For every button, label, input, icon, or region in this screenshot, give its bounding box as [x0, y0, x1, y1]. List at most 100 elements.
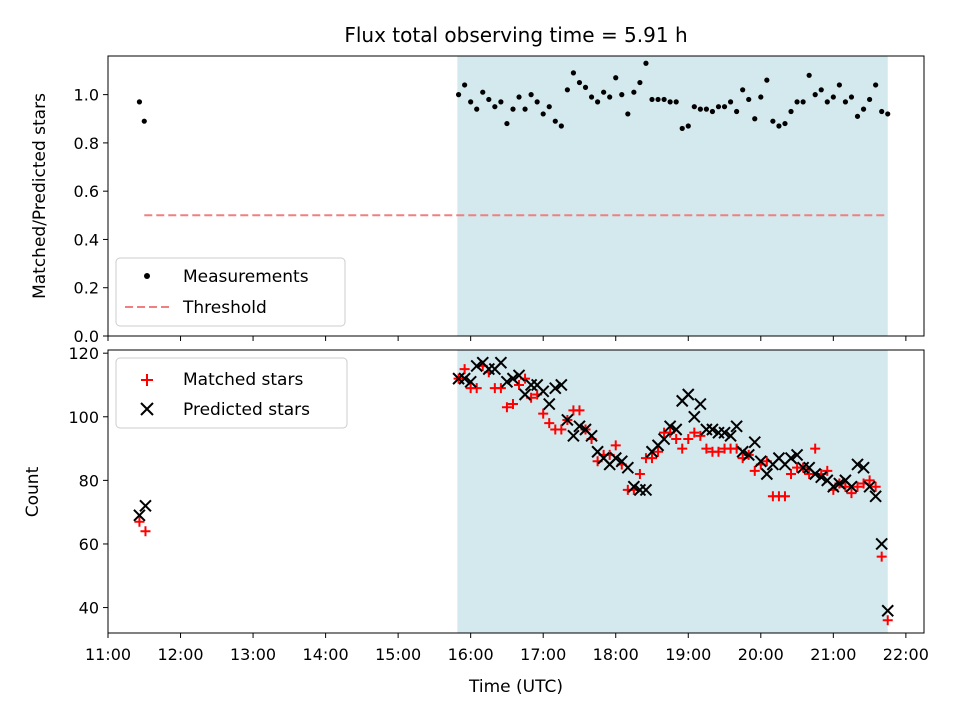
matched-star-point	[495, 383, 506, 394]
measurement-point	[558, 123, 564, 129]
matched-star-point	[749, 465, 760, 476]
bottom-y-tick-label: 60	[79, 535, 99, 554]
measurement-point	[848, 94, 855, 100]
matched-star-point	[459, 364, 470, 375]
measurement-point	[455, 92, 462, 98]
predicted-star-point	[133, 509, 146, 522]
bottom-y-tick-label: 100	[68, 408, 99, 427]
top-y-axis-label: Matched/Predicted stars	[30, 93, 50, 299]
measurement-point	[552, 118, 558, 124]
top-axes-frame	[107, 55, 925, 337]
measurement-point	[625, 111, 631, 117]
measurement-point	[468, 99, 474, 105]
predicted-star-point	[549, 381, 562, 395]
legend-matched-marker	[141, 374, 153, 386]
matched-star-point	[514, 379, 525, 390]
predicted-star-point	[736, 445, 749, 458]
top-panel: 0.0 0.2 0.4 0.6 0.8 1.0 Matched/Predicted sta…	[30, 55, 925, 346]
measurement-point	[824, 99, 830, 105]
legend-predicted-marker	[140, 402, 154, 416]
measurement-point	[601, 89, 607, 95]
x-tick-label: 14:00	[303, 645, 349, 664]
measurement-point	[613, 75, 619, 81]
measurement-point	[619, 92, 625, 98]
predicted-star-point	[585, 429, 598, 443]
measurement-point	[830, 94, 836, 100]
measurement-point	[697, 106, 703, 112]
measurement-point	[540, 111, 546, 117]
measurement-point	[141, 118, 147, 124]
measurement-point	[595, 99, 601, 105]
measurement-point	[776, 123, 782, 129]
predicted-star-point	[663, 420, 677, 433]
predicted-star-point	[742, 448, 755, 462]
bottom-x-ticks: 11:00 12:00 13:00 14:00 15:00 16:00 17:00 18:00…	[85, 633, 929, 664]
matched-star-point	[786, 469, 797, 480]
measurement-point	[685, 123, 691, 129]
predicted-star-point	[458, 372, 471, 385]
matched-star-point	[864, 475, 875, 486]
x-tick-label: 11:00	[85, 645, 131, 664]
predicted-star-point	[506, 372, 520, 385]
measurement-point	[564, 87, 570, 93]
measurement-point	[709, 108, 716, 115]
matched-star-point	[544, 418, 555, 429]
predicted-star-point	[748, 436, 761, 449]
matched-star-point	[134, 516, 145, 527]
matched-star-point	[634, 469, 645, 480]
bottom-y-ticks: 40 60 80 100 120	[68, 344, 108, 618]
measurement-point	[715, 104, 722, 110]
matched-star-point	[140, 526, 151, 537]
matched-star-point	[870, 481, 881, 492]
bottom-y-tick-label: 120	[68, 344, 99, 363]
x-tick-label: 17:00	[520, 645, 566, 664]
predicted-star-point	[688, 410, 701, 423]
predicted-star-point	[669, 423, 683, 436]
predicted-star-point	[627, 480, 641, 493]
measurement-point	[607, 94, 613, 100]
chart-title: Flux total observing time = 5.91 h	[344, 23, 687, 47]
predicted-star-point	[760, 467, 774, 481]
predicted-star-point	[827, 480, 840, 493]
measurement-point	[679, 125, 685, 132]
predicted-star-point	[639, 483, 653, 497]
predicted-star-point	[815, 470, 828, 484]
measurement-point	[727, 99, 734, 105]
matched-star-point	[689, 427, 700, 438]
matched-star-point	[507, 399, 518, 410]
x-tick-label: 19:00	[665, 645, 711, 664]
top-y-tick-label: 0.0	[74, 327, 99, 346]
measurement-point	[582, 84, 589, 90]
top-x-ticks	[107, 336, 907, 341]
measurement-point	[546, 104, 552, 110]
measurement-point	[782, 120, 788, 127]
predicted-star-point	[869, 490, 882, 503]
predicted-star-point	[863, 480, 876, 493]
bottom-panel: 40 60 80 100 120 11:00 12:00 13:00 14:00 15:00 16…	[23, 344, 929, 697]
matched-star-point	[882, 615, 893, 626]
top-y-ticks: 0.0 0.2 0.4 0.6 0.8 1.0	[74, 86, 108, 346]
measurement-point	[637, 79, 643, 86]
measurement-point	[873, 82, 879, 88]
predicted-star-points	[133, 356, 894, 617]
matched-star-point	[538, 408, 549, 419]
measurement-point	[764, 77, 770, 83]
predicted-star-point	[536, 385, 550, 398]
predicted-star-point	[724, 429, 737, 443]
measurement-point	[885, 111, 891, 117]
x-tick-label: 16:00	[448, 645, 494, 664]
bottom-y-axis-label: Count	[23, 466, 43, 517]
measurement-point	[588, 94, 595, 100]
matched-star-point	[876, 551, 887, 562]
x-tick-label: 12:00	[157, 645, 203, 664]
matched-star-point	[501, 402, 512, 413]
predicted-star-point	[609, 451, 622, 465]
measurement-point	[860, 106, 867, 112]
matched-star-point	[804, 469, 815, 480]
predicted-star-point	[833, 477, 846, 490]
bottom-y-tick-label: 40	[79, 599, 99, 618]
matched-star-point	[701, 443, 712, 454]
matched-star-point	[683, 434, 694, 445]
predicted-star-point	[730, 420, 743, 433]
